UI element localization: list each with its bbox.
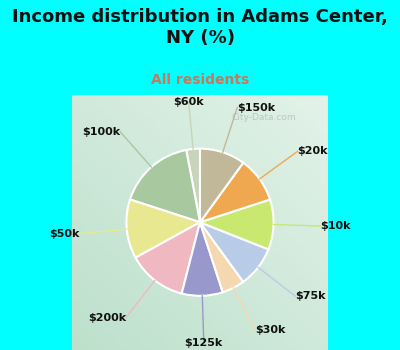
- Wedge shape: [200, 199, 274, 249]
- Text: Income distribution in Adams Center,
NY (%): Income distribution in Adams Center, NY …: [12, 8, 388, 47]
- Wedge shape: [182, 222, 223, 296]
- Text: $30k: $30k: [255, 325, 285, 335]
- Wedge shape: [200, 149, 243, 222]
- Text: $10k: $10k: [320, 221, 351, 231]
- Wedge shape: [136, 222, 200, 294]
- Text: All residents: All residents: [151, 74, 249, 88]
- Text: $150k: $150k: [237, 103, 275, 113]
- Text: $60k: $60k: [173, 97, 204, 107]
- Wedge shape: [200, 222, 243, 292]
- Text: $20k: $20k: [298, 146, 328, 156]
- Text: $125k: $125k: [185, 338, 223, 348]
- Wedge shape: [200, 163, 270, 222]
- Text: City-Data.com: City-Data.com: [232, 113, 296, 122]
- Wedge shape: [126, 199, 200, 258]
- Text: $200k: $200k: [88, 313, 126, 323]
- Wedge shape: [200, 222, 268, 282]
- Text: $100k: $100k: [82, 127, 120, 137]
- Text: $75k: $75k: [295, 291, 326, 301]
- Wedge shape: [130, 150, 200, 222]
- Wedge shape: [186, 149, 200, 222]
- Text: $50k: $50k: [50, 229, 80, 239]
